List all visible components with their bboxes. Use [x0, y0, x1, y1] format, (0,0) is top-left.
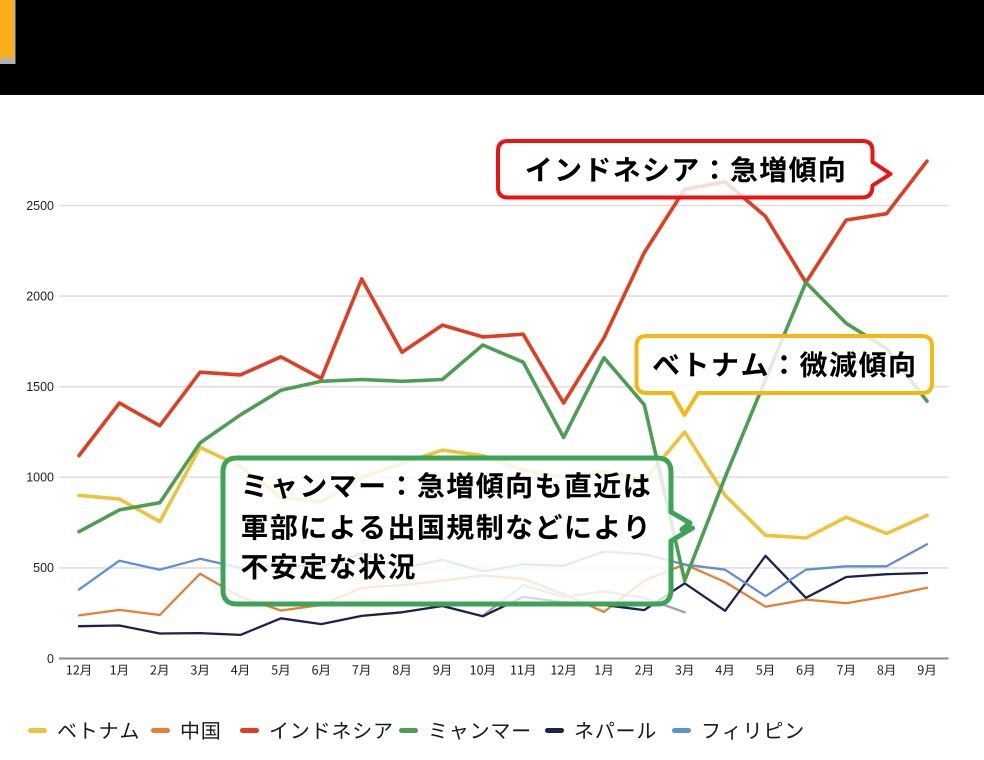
svg-text:2000: 2000 [26, 289, 54, 303]
svg-text:500: 500 [33, 561, 54, 575]
svg-text:2500: 2500 [26, 199, 54, 213]
svg-text:0: 0 [47, 652, 54, 666]
svg-text:1000: 1000 [26, 471, 54, 485]
svg-text:1500: 1500 [26, 380, 54, 394]
